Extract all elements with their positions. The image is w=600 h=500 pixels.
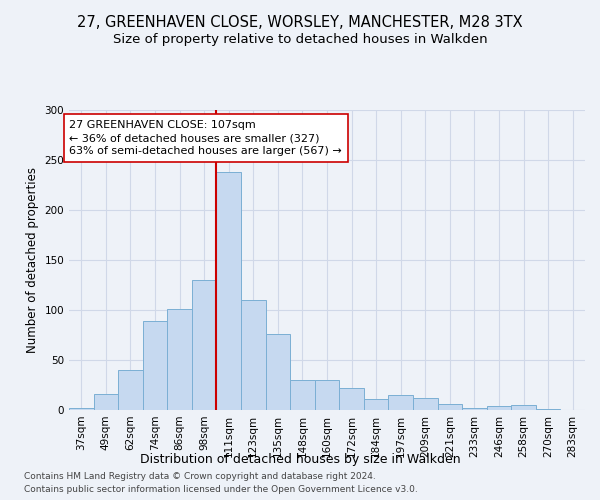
- Bar: [487, 406, 511, 410]
- Bar: [536, 409, 560, 410]
- Text: 27, GREENHAVEN CLOSE, WORSLEY, MANCHESTER, M28 3TX: 27, GREENHAVEN CLOSE, WORSLEY, MANCHESTE…: [77, 15, 523, 30]
- Bar: [339, 388, 364, 410]
- Bar: [217, 172, 241, 410]
- Bar: [364, 399, 388, 410]
- Bar: [192, 280, 217, 410]
- Bar: [315, 380, 339, 410]
- Bar: [167, 309, 192, 410]
- Text: Contains public sector information licensed under the Open Government Licence v3: Contains public sector information licen…: [24, 485, 418, 494]
- Bar: [118, 370, 143, 410]
- Bar: [241, 300, 266, 410]
- Text: Size of property relative to detached houses in Walkden: Size of property relative to detached ho…: [113, 32, 487, 46]
- Bar: [290, 380, 315, 410]
- Bar: [266, 334, 290, 410]
- Text: 27 GREENHAVEN CLOSE: 107sqm
← 36% of detached houses are smaller (327)
63% of se: 27 GREENHAVEN CLOSE: 107sqm ← 36% of det…: [70, 120, 342, 156]
- Bar: [511, 405, 536, 410]
- Y-axis label: Number of detached properties: Number of detached properties: [26, 167, 39, 353]
- Bar: [143, 321, 167, 410]
- Bar: [437, 404, 462, 410]
- Bar: [413, 398, 437, 410]
- Bar: [462, 408, 487, 410]
- Bar: [69, 408, 94, 410]
- Bar: [94, 394, 118, 410]
- Bar: [388, 395, 413, 410]
- Text: Distribution of detached houses by size in Walkden: Distribution of detached houses by size …: [140, 452, 460, 466]
- Text: Contains HM Land Registry data © Crown copyright and database right 2024.: Contains HM Land Registry data © Crown c…: [24, 472, 376, 481]
